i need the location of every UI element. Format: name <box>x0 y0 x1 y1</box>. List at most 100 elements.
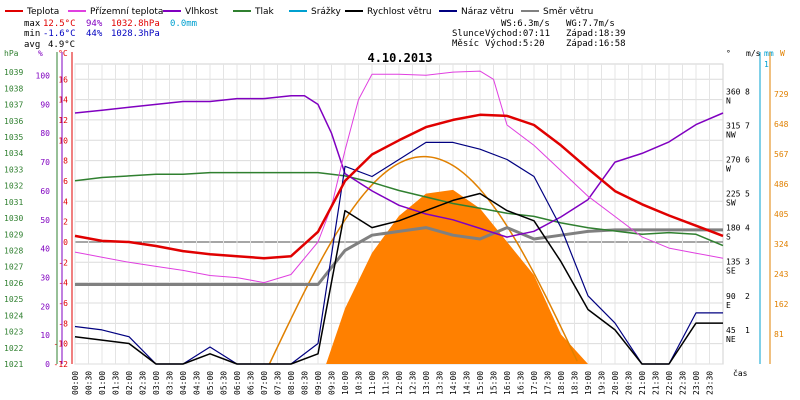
x-tick-label: 03:30 <box>166 371 175 395</box>
unit-ms: m/s <box>746 49 761 58</box>
x-tick-label: 20:00 <box>611 371 620 395</box>
tick-label-wind: 4 <box>745 224 750 233</box>
x-tick-label: 21:30 <box>652 371 661 395</box>
tick-label-direction: 315 <box>726 121 741 130</box>
tick-label-pressure: 1036 <box>4 117 23 126</box>
stat-max-hum: 94% <box>86 19 103 29</box>
x-tick-label: 11:30 <box>382 371 391 395</box>
x-tick-label: 15:30 <box>490 371 499 395</box>
stats-block: max 12.5°C 94% 1032.8hPa 0.0mm min -1.6°… <box>24 19 197 50</box>
tick-label-direction: 135 <box>726 258 741 267</box>
sun-label: Slunce <box>452 29 485 39</box>
tick-label-pressure: 1026 <box>4 279 23 288</box>
x-tick-label: 21:00 <box>638 371 647 395</box>
unit-degc: °C <box>58 49 68 58</box>
tick-label-solar: 567 <box>774 150 789 159</box>
legend-label: Náraz větru <box>461 7 514 17</box>
legend-label: Vlhkost <box>185 7 218 17</box>
tick-label-wind: 3 <box>745 258 750 267</box>
ground-temp-line <box>74 70 724 284</box>
tick-label-temperature: -12 <box>54 360 69 369</box>
tick-label-pressure: 1032 <box>4 182 23 191</box>
tick-label-solar: 324 <box>774 240 789 249</box>
tick-label-pressure: 1033 <box>4 165 23 174</box>
tick-label-direction: 90 <box>726 292 736 301</box>
tick-label-humidity: 90 <box>40 100 50 109</box>
tick-label-pressure: 1037 <box>4 101 23 110</box>
tick-label-solar: 162 <box>774 300 789 309</box>
x-tick-label: 06:30 <box>247 371 256 395</box>
tick-label-solar: 243 <box>774 270 789 279</box>
axis-units: hPa % °C ° m/s mm W <box>4 49 785 58</box>
tick-label-temperature: 6 <box>63 177 68 186</box>
x-tick-label: 16:30 <box>517 371 526 395</box>
tick-label-humidity: 30 <box>40 273 50 282</box>
tick-label-pressure: 1029 <box>4 230 23 239</box>
stat-avg-label: avg <box>24 40 40 50</box>
stat-avg-temp: 4.9°C <box>48 40 75 50</box>
legend: Teplota Přízemní teplota Vlhkost Tlak Srážky… <box>5 7 593 17</box>
tick-label-humidity: 10 <box>40 331 50 340</box>
stat-max-press: 1032.8hPa <box>111 19 160 29</box>
x-tick-label: 18:30 <box>571 371 580 395</box>
legend-label: Rychlost větru <box>367 7 432 17</box>
tick-label-compass: NW <box>726 130 736 139</box>
legend-label: Tlak <box>254 7 275 17</box>
tick-label-wind: 7 <box>745 121 750 130</box>
x-tick-label: 09:30 <box>328 371 337 395</box>
x-axis-label: čas <box>733 368 748 378</box>
x-tick-label: 23:30 <box>706 371 715 395</box>
x-tick-label: 11:00 <box>368 371 377 395</box>
tick-label-solar: 486 <box>774 180 789 189</box>
x-tick-label: 00:00 <box>71 371 80 395</box>
humidity-line <box>74 94 724 238</box>
sun-moon-info: WS:6.3m/s WG:7.7m/s Slunce Východ:07:11 … <box>452 19 626 49</box>
tick-label-wind: 5 <box>745 190 750 199</box>
moon-label: Měsíc <box>452 39 479 49</box>
x-tick-label: 18:00 <box>557 371 566 395</box>
x-tick-label: 12:00 <box>395 371 404 395</box>
stat-max-temp: 12.5°C <box>43 19 76 29</box>
tick-label-temperature: 10 <box>58 136 68 145</box>
tick-label-temperature: 16 <box>58 75 68 84</box>
tick-label-humidity: 50 <box>40 216 50 225</box>
x-tick-label: 19:30 <box>598 371 607 395</box>
tick-label-humidity: 60 <box>40 187 50 196</box>
sun-rise: Východ:07:11 <box>485 29 550 39</box>
tick-label-pressure: 1031 <box>4 198 23 207</box>
tick-label-compass: E <box>726 301 731 310</box>
stat-min-hum: 44% <box>86 29 103 39</box>
x-tick-label: 00:30 <box>85 371 94 395</box>
tick-label-temperature: -4 <box>58 279 68 288</box>
tick-label-temperature: -10 <box>54 340 69 349</box>
tick-label-temperature: -8 <box>58 319 68 328</box>
x-tick-label: 07:00 <box>260 371 269 395</box>
unit-deg: ° <box>726 49 731 58</box>
legend-label: Přízemní teplota <box>90 7 163 17</box>
tick-label-direction: 45 <box>726 326 736 335</box>
stat-min-temp: -1.6°C <box>43 29 76 39</box>
tick-label-direction: 225 <box>726 190 741 199</box>
wind-speed-info: WS:6.3m/s <box>501 19 550 29</box>
solar-theoretical-curve <box>268 155 578 365</box>
x-tick-label: 23:00 <box>692 371 701 395</box>
tick-label-compass: N <box>726 96 731 105</box>
tick-label-direction: 180 <box>726 224 741 233</box>
legend-label: Směr větru <box>543 7 593 17</box>
x-tick-label: 20:30 <box>625 371 634 395</box>
legend-label: Srážky <box>311 7 342 17</box>
tick-label-pressure: 1028 <box>4 246 23 255</box>
tick-label-pressure: 1027 <box>4 263 23 272</box>
tick-label-compass: W <box>726 164 731 173</box>
x-tick-label: 05:30 <box>220 371 229 395</box>
tick-label-humidity: 0 <box>45 360 50 369</box>
tick-label-pressure: 1024 <box>4 311 23 320</box>
wind-gust-info: WG:7.7m/s <box>566 19 615 29</box>
x-axis: 00:00 00:30 01:00 01:30 02:00 02:30 03:00 03:30… <box>71 371 715 395</box>
x-tick-label: 08:00 <box>287 371 296 395</box>
x-tick-label: 02:00 <box>125 371 134 395</box>
moon-set: Západ:16:58 <box>566 39 626 49</box>
wind-direction-line <box>75 226 723 286</box>
tick-label-temperature: 12 <box>58 116 68 125</box>
tick-label-direction: 360 <box>726 87 741 96</box>
